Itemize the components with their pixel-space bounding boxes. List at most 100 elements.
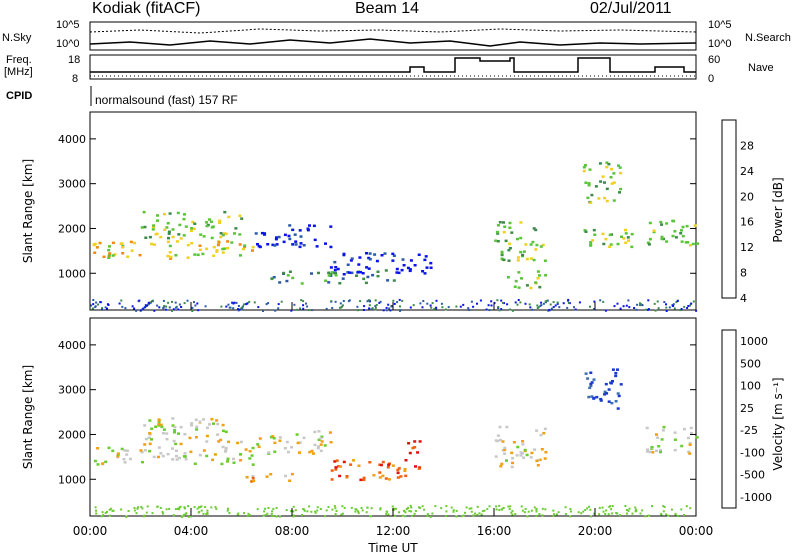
power-echo-cell [391,259,395,262]
power-echo-cell [294,240,298,243]
velocity-echo-cell [418,440,422,443]
power-clutter-cell [97,303,99,306]
power-echo-cell [502,230,506,234]
velocity-clutter-cell [308,505,311,508]
power-echo-cell [176,211,180,215]
power-clutter-cell [524,302,527,305]
power-clutter-cell [528,303,531,306]
velocity-clutter-cell [663,505,666,508]
velocity-cbar-label: Velocity [m s⁻¹] [771,377,785,470]
power-clutter-cell [625,304,628,307]
velocity-clutter-cell [292,505,295,508]
velocity-echo-cell [599,397,603,401]
velocity-clutter-cell [112,509,115,512]
power-echo-cell [665,222,669,225]
velocity-clutter-cell [577,511,580,514]
power-echo-cell [346,263,350,266]
velocity-clutter-cell [200,509,203,512]
power-clutter-cell [440,302,443,305]
velocity-echo-cell [603,390,607,394]
power-echo-cell [624,241,628,244]
power-echo-cell [696,242,699,245]
velocity-echo-cell [220,462,224,466]
velocity-echo-cell [362,476,366,480]
power-clutter-cell [673,307,676,310]
power-echo-cell [291,228,295,232]
velocity-echo-cell [589,382,593,386]
power-echo-cell [516,256,520,259]
power-echo-cell [178,223,182,227]
velocity-echo-cell [328,431,332,434]
velocity-echo-cell [659,449,663,452]
velocity-clutter-cell [181,515,184,518]
power-echo-cell [584,164,587,167]
power-echo-cell [519,221,523,224]
velocity-clutter-cell [535,510,538,513]
power-clutter-cell [537,306,540,309]
power-clutter-cell [391,305,394,307]
velocity-clutter-cell [644,515,647,518]
velocity-clutter-cell [398,511,400,514]
velocity-echo-cell [221,423,225,427]
power-clutter-cell [552,306,555,309]
velocity-echo-cell [662,425,666,429]
power-echo-cell [156,219,159,222]
velocity-echo-cell [501,440,505,443]
velocity-echo-cell [174,442,178,446]
power-echo-cell [660,223,664,226]
power-clutter-cell [158,306,161,309]
velocity-clutter-cell [331,508,334,511]
velocity-clutter-cell [639,512,642,515]
power-echo-cell [190,242,194,245]
velocity-echo-cell [368,461,372,464]
power-clutter-cell [455,305,458,308]
power-clutter-cell [253,301,256,304]
velocity-clutter-cell [183,513,186,516]
power-echo-cell [238,233,242,236]
power-clutter-cell [94,305,97,308]
power-clutter-cell [138,299,141,302]
power-clutter-cell [191,306,194,309]
power-echo-cell [368,258,372,261]
velocity-clutter-cell [689,507,692,510]
velocity-echo-cell [195,425,199,429]
velocity-clutter-cell [569,508,572,510]
velocity-clutter-cell [647,514,650,517]
power-clutter-cell [447,306,450,309]
power-echo-cell [429,261,433,265]
power-echo-cell [603,181,606,184]
velocity-echo-cell [595,395,599,399]
velocity-clutter-cell [670,508,673,511]
power-clutter-cell [348,299,351,302]
power-echo-cell [329,266,333,269]
power-clutter-cell [665,306,668,309]
power-echo-cell [400,268,404,272]
velocity-echo-cell [221,429,225,433]
velocity-clutter-cell [541,514,544,517]
power-clutter-cell [385,306,388,309]
power-echo-cell [397,271,401,275]
power-echo-cell [171,235,175,239]
power-echo-cell [218,219,222,223]
power-echo-cell [536,270,540,273]
velocity-echo-cell [337,465,341,468]
power-clutter-cell [540,304,543,307]
power-echo-cell [532,227,536,230]
velocity-echo-cell [316,446,320,450]
power-echo-cell [333,260,337,264]
power-echo-cell [508,226,512,229]
velocity-echo-cell [614,371,618,375]
velocity-clutter-cell [190,515,193,518]
power-clutter-cell [636,303,639,306]
power-clutter-cell [554,304,557,307]
power-echo-cell [291,243,295,246]
velocity-clutter-cell [523,511,526,514]
power-echo-cell [535,243,539,247]
power-echo-cell [108,252,112,255]
velocity-echo-cell [256,443,260,446]
freq-tick-right-top: 60 [708,54,721,66]
velocity-yticks: 4000 3000 2000 1000 [58,339,696,486]
power-echo-cell [293,233,297,236]
velocity-echo-cell [101,462,105,465]
velocity-echo-cell [244,448,248,451]
